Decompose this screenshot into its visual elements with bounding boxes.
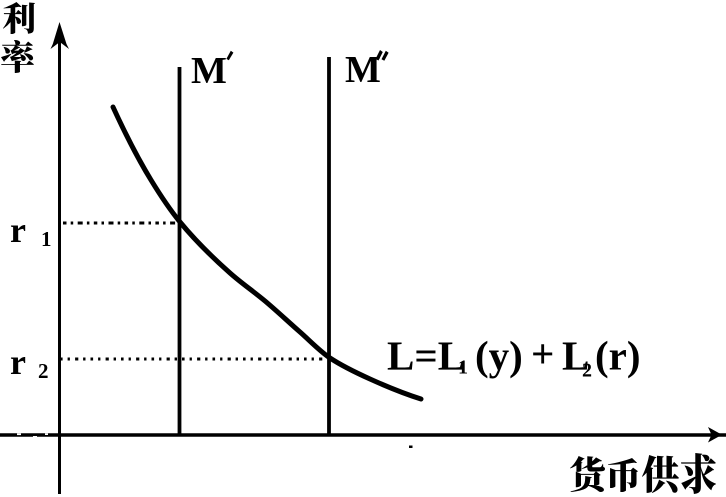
svg-text:+: + <box>531 331 554 377</box>
svg-text:2: 2 <box>582 360 592 382</box>
svg-text:L: L <box>562 333 589 379</box>
svg-text:M: M <box>191 50 227 92</box>
svg-text:M: M <box>345 49 381 91</box>
svg-text:(r): (r) <box>595 333 641 379</box>
svg-text:1: 1 <box>41 227 52 251</box>
svg-text:(y): (y) <box>475 333 523 379</box>
svg-text:2: 2 <box>38 359 49 383</box>
svg-text:r: r <box>10 342 26 382</box>
svg-text:L=L: L=L <box>387 333 465 379</box>
svg-text:r: r <box>10 210 26 250</box>
svg-text:1: 1 <box>458 357 468 379</box>
